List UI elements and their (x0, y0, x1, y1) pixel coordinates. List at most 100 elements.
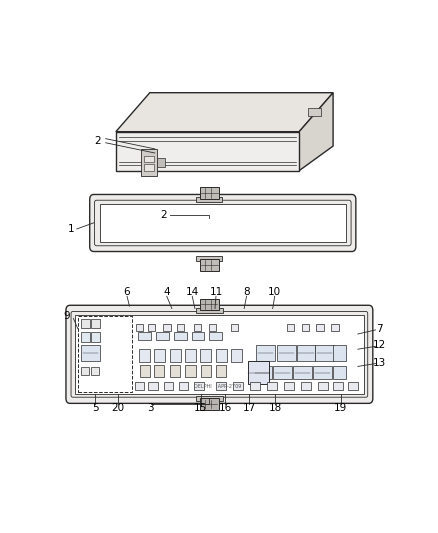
FancyBboxPatch shape (301, 324, 309, 331)
FancyBboxPatch shape (100, 204, 346, 241)
Polygon shape (144, 164, 154, 171)
FancyBboxPatch shape (138, 332, 151, 340)
FancyBboxPatch shape (164, 382, 173, 390)
FancyBboxPatch shape (156, 332, 169, 340)
Polygon shape (141, 149, 156, 175)
FancyBboxPatch shape (194, 324, 201, 331)
FancyBboxPatch shape (197, 197, 222, 202)
FancyBboxPatch shape (81, 332, 90, 342)
FancyBboxPatch shape (148, 382, 158, 390)
FancyBboxPatch shape (177, 324, 184, 331)
FancyBboxPatch shape (154, 365, 164, 377)
Text: DELPHI    APR-2709: DELPHI APR-2709 (194, 384, 241, 389)
Polygon shape (307, 108, 321, 116)
FancyBboxPatch shape (273, 366, 292, 379)
Polygon shape (299, 93, 333, 171)
FancyBboxPatch shape (75, 315, 364, 393)
FancyBboxPatch shape (200, 399, 219, 410)
Text: 17: 17 (243, 403, 256, 413)
Text: 12: 12 (373, 340, 386, 350)
FancyBboxPatch shape (179, 382, 188, 390)
FancyBboxPatch shape (81, 319, 90, 328)
Polygon shape (156, 158, 165, 166)
FancyBboxPatch shape (91, 367, 99, 375)
FancyBboxPatch shape (250, 382, 260, 390)
FancyBboxPatch shape (66, 305, 373, 403)
FancyBboxPatch shape (256, 345, 275, 361)
Text: 4: 4 (163, 287, 170, 297)
FancyBboxPatch shape (90, 195, 356, 252)
FancyBboxPatch shape (185, 349, 196, 362)
FancyBboxPatch shape (91, 319, 99, 328)
Text: 18: 18 (269, 403, 282, 413)
FancyBboxPatch shape (191, 332, 205, 340)
Text: 6: 6 (124, 287, 131, 297)
FancyBboxPatch shape (233, 382, 243, 390)
Text: 20: 20 (111, 403, 124, 413)
FancyBboxPatch shape (194, 382, 204, 390)
FancyBboxPatch shape (201, 365, 211, 377)
Text: 2: 2 (94, 136, 100, 146)
FancyBboxPatch shape (315, 345, 334, 361)
FancyBboxPatch shape (333, 345, 346, 361)
FancyBboxPatch shape (140, 365, 150, 377)
FancyBboxPatch shape (148, 324, 155, 331)
FancyBboxPatch shape (209, 324, 216, 331)
FancyBboxPatch shape (301, 382, 311, 390)
Text: 5: 5 (92, 403, 99, 413)
FancyBboxPatch shape (185, 365, 196, 377)
FancyBboxPatch shape (267, 382, 277, 390)
FancyBboxPatch shape (154, 349, 165, 362)
Text: 3: 3 (148, 403, 154, 413)
FancyBboxPatch shape (197, 256, 222, 261)
FancyBboxPatch shape (293, 366, 312, 379)
Text: 13: 13 (373, 358, 386, 368)
Polygon shape (144, 156, 154, 163)
FancyBboxPatch shape (333, 382, 343, 390)
FancyBboxPatch shape (287, 324, 294, 331)
FancyBboxPatch shape (95, 200, 351, 246)
FancyBboxPatch shape (317, 324, 324, 331)
FancyBboxPatch shape (209, 332, 222, 340)
Text: 2: 2 (160, 209, 167, 220)
FancyBboxPatch shape (248, 361, 268, 384)
FancyBboxPatch shape (277, 345, 296, 361)
FancyBboxPatch shape (91, 332, 99, 342)
FancyBboxPatch shape (170, 365, 180, 377)
FancyBboxPatch shape (170, 349, 181, 362)
FancyBboxPatch shape (253, 366, 272, 379)
FancyBboxPatch shape (297, 345, 315, 361)
Text: 14: 14 (186, 287, 199, 297)
FancyBboxPatch shape (81, 367, 89, 375)
FancyBboxPatch shape (196, 396, 223, 401)
FancyBboxPatch shape (348, 382, 357, 390)
FancyBboxPatch shape (136, 324, 143, 331)
FancyBboxPatch shape (174, 332, 187, 340)
FancyBboxPatch shape (215, 349, 226, 362)
FancyBboxPatch shape (216, 382, 226, 390)
FancyBboxPatch shape (71, 311, 368, 397)
Text: 15: 15 (194, 403, 207, 413)
FancyBboxPatch shape (200, 259, 219, 271)
FancyBboxPatch shape (163, 324, 170, 331)
Polygon shape (116, 93, 333, 132)
FancyBboxPatch shape (81, 345, 100, 361)
FancyBboxPatch shape (216, 365, 226, 377)
FancyBboxPatch shape (231, 349, 242, 362)
Polygon shape (116, 132, 299, 171)
FancyBboxPatch shape (231, 324, 238, 331)
Text: 8: 8 (243, 287, 250, 297)
FancyBboxPatch shape (196, 308, 223, 313)
Text: 16: 16 (219, 403, 232, 413)
FancyBboxPatch shape (139, 349, 150, 362)
FancyBboxPatch shape (200, 298, 219, 310)
FancyBboxPatch shape (331, 324, 339, 331)
FancyBboxPatch shape (200, 349, 211, 362)
Text: 10: 10 (268, 287, 281, 297)
Text: 19: 19 (334, 403, 347, 413)
FancyBboxPatch shape (313, 366, 332, 379)
FancyBboxPatch shape (135, 382, 145, 390)
FancyBboxPatch shape (200, 187, 219, 199)
Text: 7: 7 (376, 324, 383, 334)
Text: 9: 9 (64, 311, 70, 321)
